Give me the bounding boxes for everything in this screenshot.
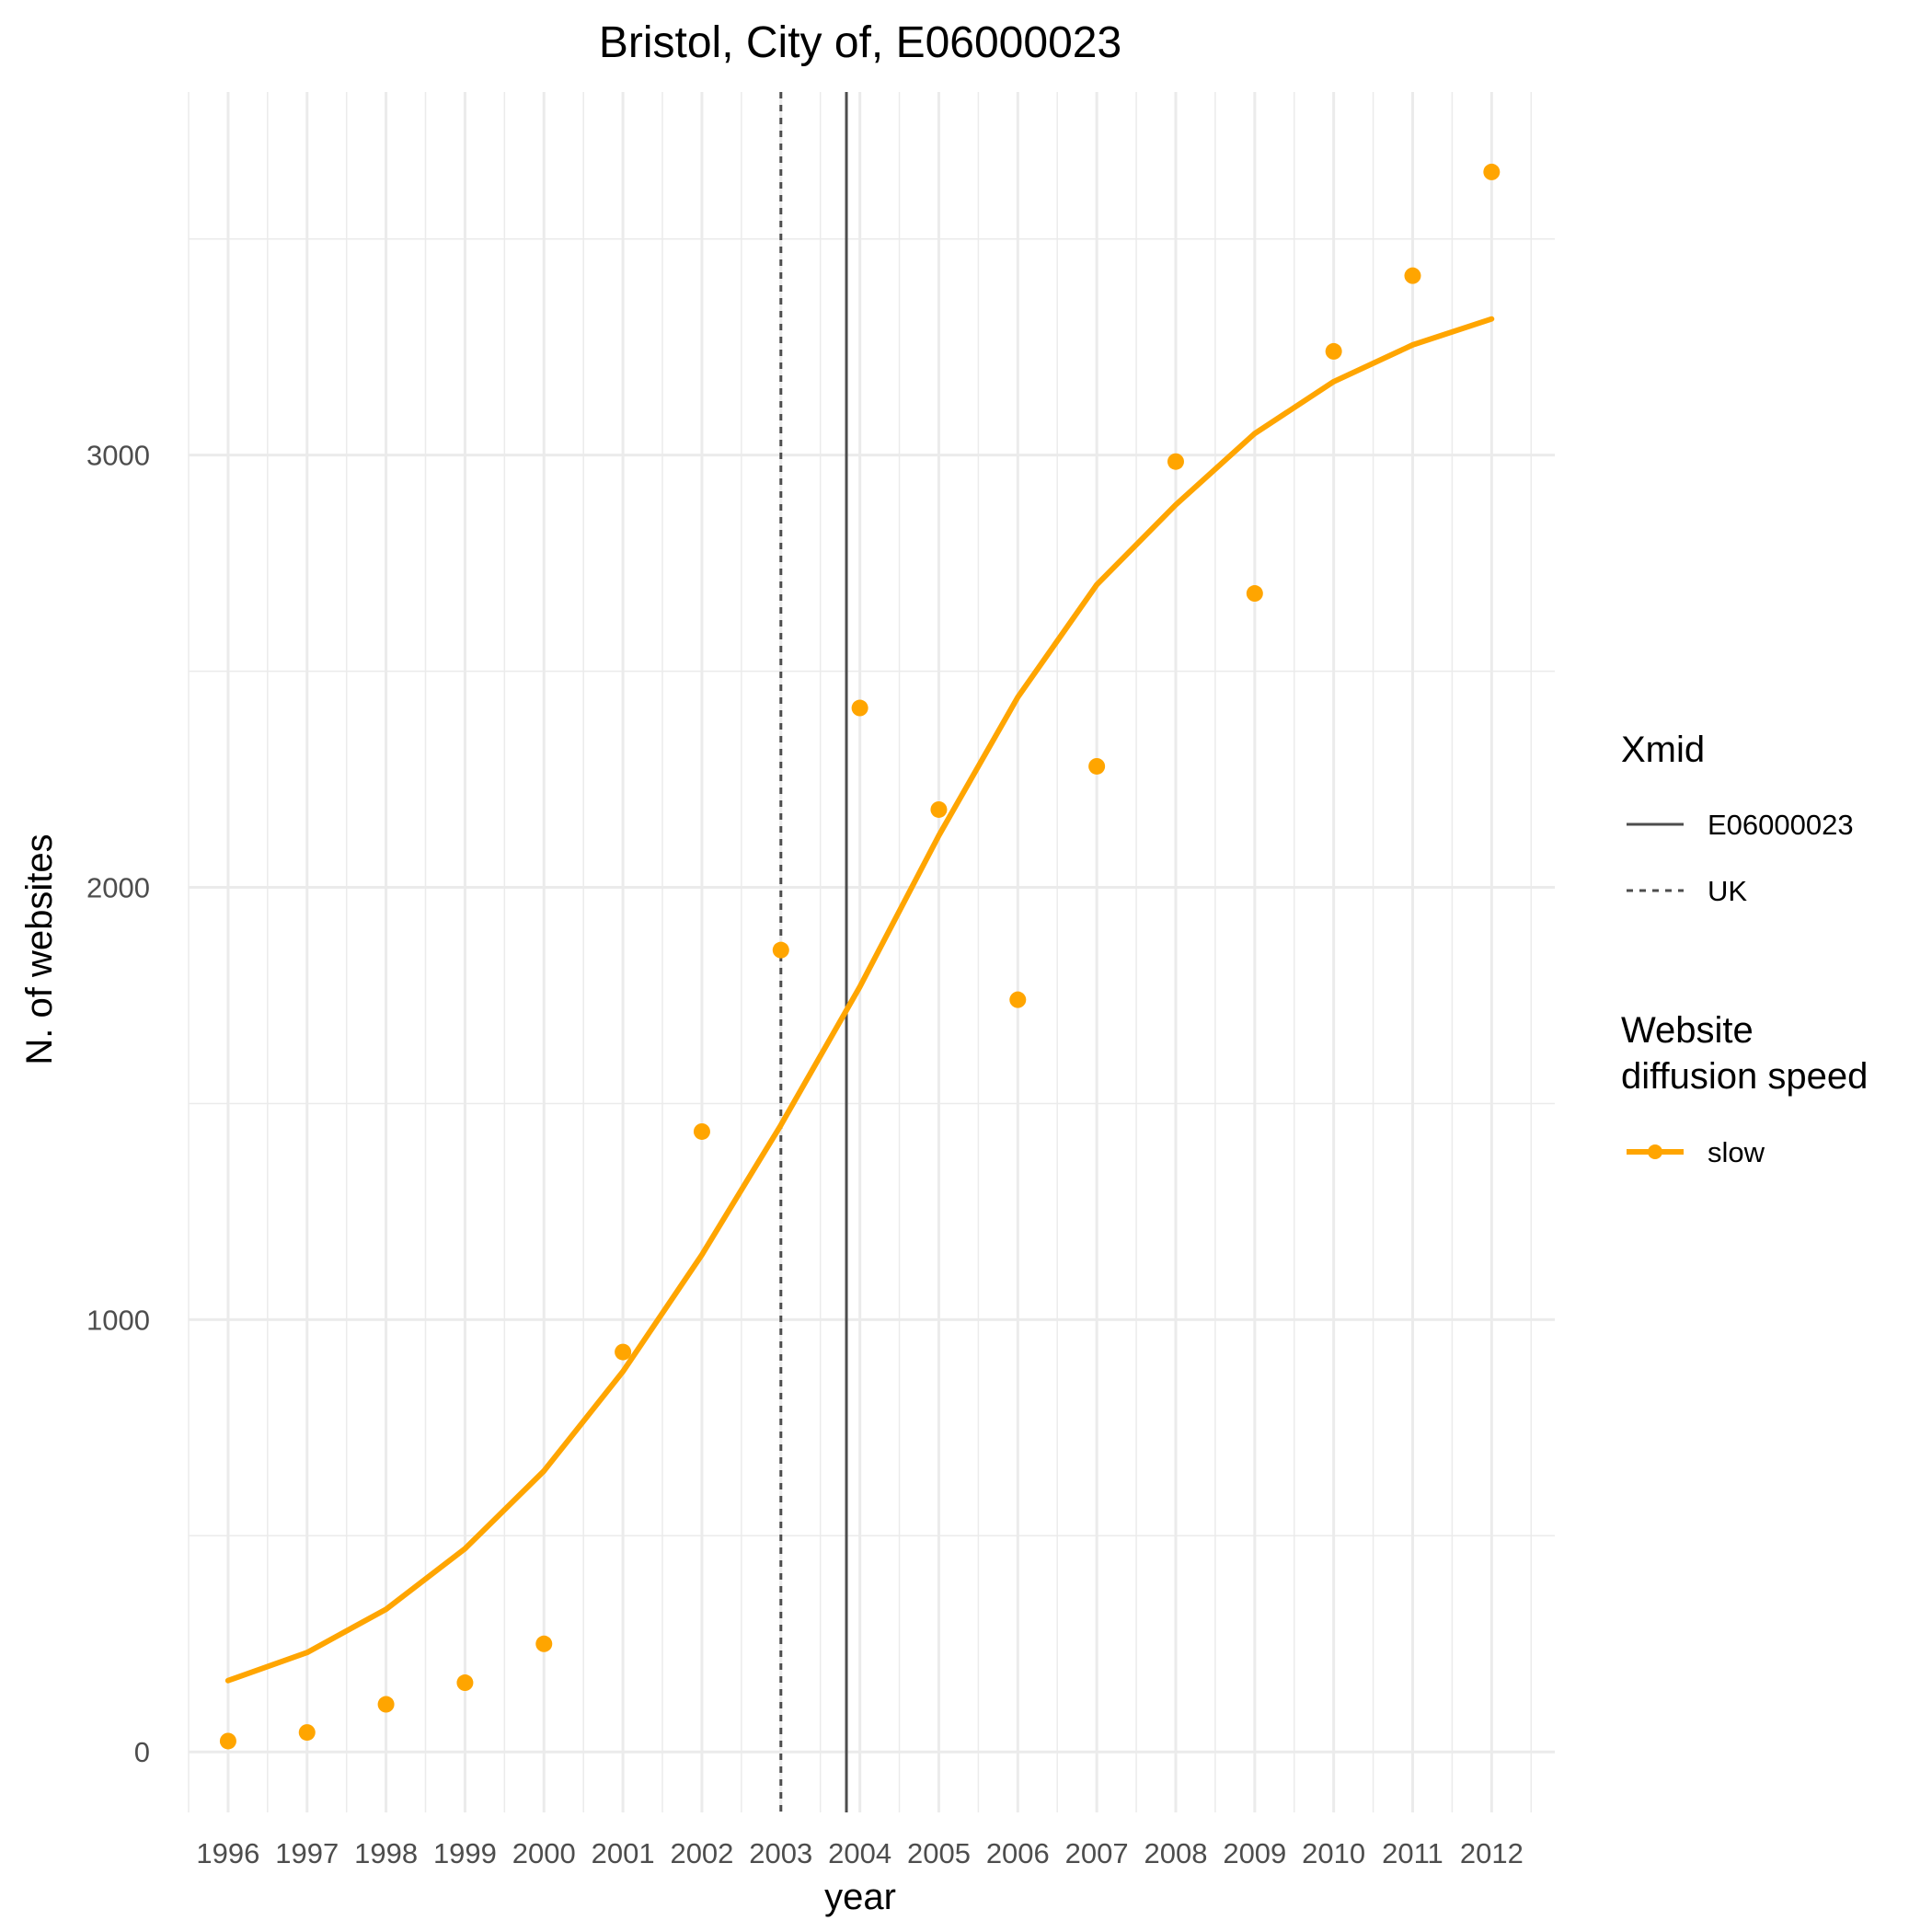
series-fit-line-slow	[224, 316, 1495, 1684]
y-axis-title: N. of websites	[19, 834, 60, 1064]
x-tick-label: 2011	[1382, 1837, 1443, 1869]
data-point-1998	[377, 1696, 395, 1713]
data-point-2002	[693, 1122, 710, 1140]
data-point-2011	[1404, 267, 1421, 284]
x-tick-label: 1996	[196, 1837, 259, 1869]
data-point-2003	[772, 941, 789, 959]
data-point-2010	[1325, 342, 1342, 360]
x-tick-label: 2012	[1460, 1837, 1524, 1869]
legend-title-speed-line2: diffusion speed	[1621, 1056, 1868, 1097]
x-tick-label: 2006	[986, 1837, 1050, 1869]
legend-label-slow: slow	[1708, 1136, 1765, 1168]
x-tick-label: 2005	[907, 1837, 971, 1869]
data-point-2006	[1009, 991, 1027, 1008]
x-tick-label: 1997	[275, 1837, 339, 1869]
chart-title: Bristol, City of, E06000023	[599, 18, 1121, 67]
x-tick-label: 2002	[670, 1837, 733, 1869]
x-tick-label: 2004	[828, 1837, 891, 1869]
x-tick-label: 2001	[592, 1837, 655, 1869]
legend-label-e06000023: E06000023	[1708, 809, 1854, 841]
data-point-2005	[930, 800, 948, 818]
legend: Xmid E06000023 UK Website diffusion spee…	[1621, 730, 1868, 1168]
legend-key-slow-point	[1648, 1144, 1662, 1159]
x-tick-label: 2008	[1144, 1837, 1207, 1869]
x-tick-label: 1999	[433, 1837, 497, 1869]
x-tick-label: 2003	[749, 1837, 812, 1869]
data-point-2004	[851, 699, 868, 717]
axes: 0 1000 2000 3000 1996 1997 1998 1999 2000 2001 200…	[86, 440, 1524, 1869]
x-tick-label: 2010	[1302, 1837, 1365, 1869]
y-tick-label: 3000	[86, 440, 150, 472]
x-tick-label: 1998	[354, 1837, 418, 1869]
data-point-1999	[456, 1674, 474, 1692]
data-point-2009	[1246, 585, 1263, 603]
x-tick-label: 2000	[512, 1837, 576, 1869]
data-point-1997	[298, 1724, 316, 1742]
data-point-1996	[219, 1732, 236, 1750]
y-tick-label: 2000	[86, 872, 150, 904]
data-point-2001	[615, 1343, 632, 1361]
x-tick-label: 2007	[1065, 1837, 1129, 1869]
x-axis-title: year	[824, 1877, 896, 1917]
legend-title-xmid: Xmid	[1621, 730, 1705, 770]
series-layer	[219, 163, 1501, 1750]
y-tick-label: 0	[134, 1736, 150, 1768]
reference-lines	[779, 92, 848, 1812]
legend-label-uk: UK	[1708, 875, 1747, 907]
legend-title-speed-line1: Website	[1621, 1010, 1754, 1051]
x-tick-label: 2009	[1223, 1837, 1286, 1869]
data-point-2000	[535, 1635, 553, 1652]
grid	[188, 92, 1555, 1812]
y-tick-label: 1000	[86, 1304, 150, 1336]
data-point-2008	[1167, 453, 1184, 470]
data-point-2012	[1483, 163, 1501, 180]
data-point-2007	[1088, 757, 1106, 775]
